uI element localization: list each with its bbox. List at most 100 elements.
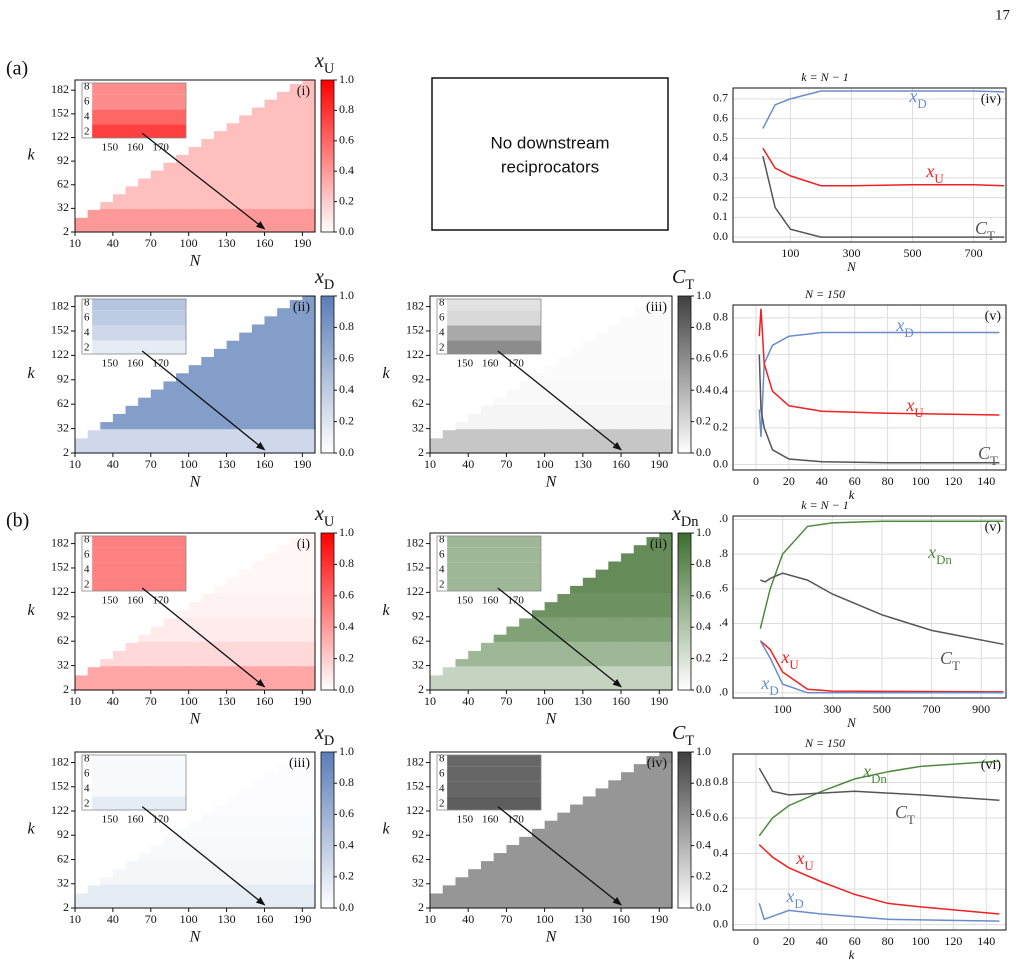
heat-cell [646,592,660,618]
x-tick-label: 10 [69,457,81,471]
heat-cell [468,883,482,909]
x-tick-label: 100 [536,694,554,708]
heat-cell [608,324,622,332]
inset-x-tick-label: 170 [507,358,524,370]
heat-cell [302,90,316,115]
colorbar [320,532,335,691]
heat-cell [570,585,584,593]
heat-cell [595,835,609,861]
heat-cell [87,667,101,691]
heat-cell [289,113,303,139]
colorbar-tick-label: 0.0 [339,900,354,914]
heat-cell [621,835,635,861]
x-tick-label: 100 [180,457,198,471]
x-tick-label: 130 [574,457,592,471]
colorbar-tick-label: 0.8 [339,775,354,789]
x-tick-label: 500 [904,246,922,260]
heat-cell [239,115,253,139]
series-label: xD [895,315,913,340]
heat-cell [112,869,127,885]
heat-cell [163,184,177,209]
heat-cell [646,762,660,788]
x-tick-label: 60 [849,934,861,948]
heat-cell [621,859,635,885]
heat-cell [277,786,291,812]
heat-cell [544,859,558,885]
heat-cell [239,788,253,812]
heat-cell [226,811,240,836]
colorbar-tick-label: 1.0 [696,288,711,302]
y-tick-label: 62 [57,851,69,865]
x-tick-label: 160 [255,236,273,250]
heat-cell [201,594,215,618]
heat-cell [557,357,571,381]
heat-cell [201,641,215,667]
heat-cell [125,428,139,454]
heat-cell [646,756,660,764]
heat-cell [506,665,520,691]
inset-y-tick-label: 4 [84,563,90,575]
heat-cell [659,330,673,356]
x-tick-label: 140 [977,934,995,948]
x-tick-label: 40 [107,236,119,250]
subpanel-label: (i) [297,84,311,99]
inset-y-tick-label: 2 [84,126,90,138]
y-tick-label: 2 [418,445,424,459]
subpanel-label: (v) [985,309,1002,324]
heat-cell [277,91,291,115]
heat-cell [633,859,648,885]
heat-cell [544,428,558,454]
x-tick-label: 140 [977,474,995,488]
colorbar-label: CT [672,722,694,750]
heat-cell [264,355,278,381]
heat-cell [125,665,139,691]
heat-cell [442,667,457,691]
heat-cell [201,883,215,909]
x-tick-label: 160 [612,694,630,708]
x-tick-label: 100 [180,694,198,708]
heat-cell [519,404,533,430]
x-tick-label: 900 [972,702,990,716]
heat-cell [226,123,240,139]
colorbar-tick-label: 0.4 [696,619,711,633]
colorbar-tick-label: 0.6 [696,806,711,820]
arrow [497,587,622,688]
y-tick-label: 0.2 [713,189,728,203]
x-tick-label: 70 [145,694,157,708]
heat-cell [582,859,597,885]
heat-cell [621,592,635,618]
heat-cell [557,812,571,836]
heat-cell [302,80,316,91]
heat-cell [595,428,609,454]
heat-cell [468,650,482,667]
heat-cell [506,844,520,861]
colorbar-label: CT [672,266,694,294]
heat-cell [150,389,165,405]
heat-cell [112,650,127,667]
heat-cell [289,404,303,430]
colorbar-tick-label: 0.4 [339,837,354,851]
inset-y-tick-label: 2 [84,579,90,591]
heat-cell [608,592,622,618]
subpanel-label: (ii) [650,537,667,552]
heat-cell [531,373,546,381]
heat-cell [608,641,622,667]
inset-frame [436,754,542,811]
heat-cell [659,533,673,545]
heat-cell [277,883,291,909]
inset-cell [447,536,541,548]
heat-cell [201,665,215,691]
y-tick-label: .0 [719,511,728,525]
heat-cell [659,786,673,812]
x-tick-label: 70 [145,236,157,250]
inset-y-tick-label: 2 [439,579,445,591]
heat-cell [277,616,291,642]
heat-cell [621,379,635,405]
plot-frame [74,751,316,909]
heat-cell [239,569,253,593]
y-tick-label: 152 [51,779,69,793]
heat-cell [150,641,165,667]
heat-cell [455,883,469,909]
x-tick-label: 130 [218,457,236,471]
inset-y-tick-label: 8 [439,533,445,545]
